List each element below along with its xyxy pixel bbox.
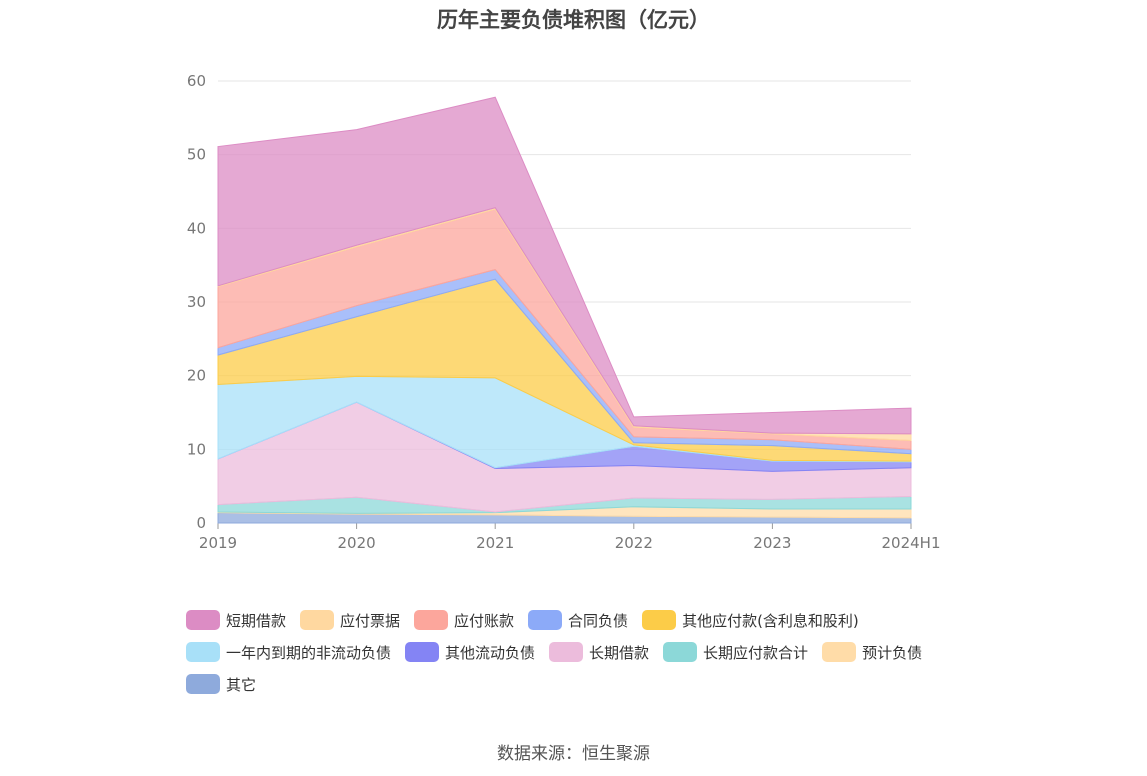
y-tick-label: 30: [187, 293, 206, 311]
legend-swatch: [186, 610, 220, 630]
legend-swatch: [528, 610, 563, 630]
legend-label: 预计负债: [862, 643, 923, 662]
legend-label: 其他流动负债: [445, 643, 536, 662]
legend-swatch: [414, 610, 449, 630]
legend-label: 一年内到期的非流动负债: [226, 643, 392, 662]
legend-label: 长期应付款合计: [703, 643, 809, 662]
legend-swatch: [405, 642, 440, 662]
legend-swatch: [642, 610, 677, 630]
legend-label: 其它: [226, 675, 257, 694]
legend-swatch: [822, 642, 857, 662]
chart-legend: 短期借款 应付票据 应付账款 合同负债 其他应付款(含利息和股利) 一年内到期的非流动负债…: [186, 604, 986, 700]
legend-item[interactable]: 应付账款: [414, 604, 514, 636]
legend-item[interactable]: 长期应付款合计: [663, 636, 808, 668]
y-tick-label: 20: [187, 367, 206, 385]
legend-swatch: [549, 642, 584, 662]
x-tick-label: 2021: [476, 534, 514, 552]
x-tick-label: 2020: [338, 534, 376, 552]
y-tick-label: 50: [187, 146, 206, 164]
legend-label: 短期借款: [226, 611, 287, 630]
legend-item[interactable]: 短期借款: [186, 604, 286, 636]
y-tick-label: 60: [187, 72, 206, 90]
chart-title: 历年主要负债堆积图（亿元）: [437, 8, 710, 32]
legend-swatch: [186, 674, 220, 694]
y-tick-label: 40: [187, 219, 206, 237]
stacked-area-chart: 0 10 20 30 40 50 60 2019 2020 2021 2022 2023 2024H1: [187, 72, 941, 552]
y-tick-label: 10: [187, 440, 206, 458]
x-tick-label: 2024H1: [882, 534, 941, 552]
legend-swatch: [300, 610, 335, 630]
legend-label: 应付账款: [454, 611, 515, 630]
legend-label: 应付票据: [340, 611, 401, 630]
legend-item[interactable]: 合同负债: [528, 604, 628, 636]
legend-item[interactable]: 其它: [186, 668, 256, 700]
legend-label: 长期借款: [589, 643, 650, 662]
legend-item[interactable]: 应付票据: [300, 604, 400, 636]
legend-label: 合同负债: [568, 611, 629, 630]
x-tick-label: 2022: [615, 534, 653, 552]
legend-label: 其他应付款(含利息和股利): [682, 611, 859, 630]
legend-item[interactable]: 预计负债: [822, 636, 922, 668]
legend-item[interactable]: 长期借款: [549, 636, 649, 668]
area-series: [217, 96, 912, 435]
y-tick-label: 0: [196, 514, 206, 532]
x-tick-label: 2023: [753, 534, 791, 552]
legend-swatch: [663, 642, 698, 662]
x-tick-label: 2019: [199, 534, 237, 552]
legend-swatch: [186, 642, 220, 662]
legend-item[interactable]: 其他流动负债: [405, 636, 535, 668]
legend-item[interactable]: 一年内到期的非流动负债: [186, 636, 391, 668]
legend-item[interactable]: 其他应付款(含利息和股利): [642, 604, 859, 636]
data-source-note: 数据来源：恒生聚源: [497, 744, 650, 764]
